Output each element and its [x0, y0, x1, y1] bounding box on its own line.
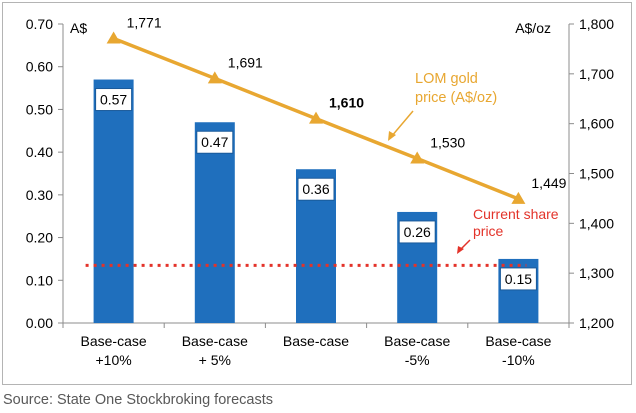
left-tick-label: 0.10 [26, 272, 53, 288]
x-category-label: Base-case +10% [81, 333, 147, 368]
x-category-label-line: +10% [95, 352, 131, 368]
bar-label-box [297, 177, 335, 201]
gold-line-annotation-line: price (A$/oz) [415, 90, 497, 106]
gold-line-annotation-arrowhead [388, 131, 396, 141]
x-category-label-line: -10% [502, 352, 535, 368]
right-tick-label: 1,800 [579, 16, 614, 32]
bar-label: 0.57 [100, 92, 127, 108]
bar-label: 0.26 [404, 224, 431, 240]
right-tick-label: 1,500 [579, 166, 614, 182]
annotations: LOM gold price (A$/oz) Current share price [388, 71, 559, 254]
share-price-annotation-arrowhead [457, 246, 464, 254]
gold-line-annotation: LOM gold price (A$/oz) [415, 71, 497, 106]
bar-label-box [196, 130, 234, 154]
chart-frame: 0.00 0.10 0.20 0.30 0.40 0.50 0.60 0.70 A$ 1,200… [2, 2, 632, 385]
share-price-annotation-line: Current share [473, 206, 559, 222]
left-tick-label: 0.50 [26, 101, 53, 117]
gold-price-line: 1,771 1,691 1,610 1,530 1,449 [106, 14, 567, 204]
x-category-label-line: Base-case [485, 333, 551, 349]
bar-label-box [398, 220, 436, 244]
bar [194, 122, 235, 323]
x-category-label-line: + 5% [199, 352, 231, 368]
gold-price-marker [309, 111, 323, 124]
gold-price-label: 1,449 [531, 175, 566, 191]
right-tick-label: 1,600 [579, 116, 614, 132]
gold-line-annotation-arrow [390, 110, 414, 138]
right-axis: 1,200 1,300 1,400 1,500 1,600 1,700 1,800 A$/oz [515, 16, 614, 331]
share-price-annotation: Current share price [473, 206, 559, 239]
share-price-annotation-line: price [473, 223, 504, 239]
gold-price-label: 1,771 [127, 14, 162, 30]
left-tick-label: 0.70 [26, 16, 53, 32]
right-tick-label: 1,700 [579, 66, 614, 82]
x-axis-labels: Base-case +10%Base-case + 5%Base-case Base-… [81, 333, 552, 368]
right-tick-label: 1,400 [579, 215, 614, 231]
left-tick-label: 0.60 [26, 59, 53, 75]
gold-price-label: 1,530 [430, 135, 465, 151]
right-tick-label: 1,300 [579, 265, 614, 281]
x-category-label-line: Base-case [81, 333, 147, 349]
gold-price-label: 1,691 [228, 54, 263, 70]
gold-line-annotation-line: LOM gold [415, 71, 478, 87]
gold-price-label: 1,610 [329, 95, 364, 111]
left-tick-label: 0.40 [26, 144, 53, 160]
x-category-label-line: Base-case [283, 333, 349, 349]
bar-label-box [499, 267, 537, 291]
bar [93, 79, 134, 324]
left-tick-label: 0.20 [26, 230, 53, 246]
chart: 0.00 0.10 0.20 0.30 0.40 0.50 0.60 0.70 A$ 1,200… [26, 14, 614, 368]
x-category-label: Base-case -10% [485, 333, 551, 368]
right-tick-label: 1,200 [579, 315, 614, 331]
left-tick-label: 0.30 [26, 187, 53, 203]
bar-series: 0.57 0.47 0.36 0.26 0.15 [93, 79, 539, 324]
left-axis-unit: A$ [70, 20, 87, 36]
x-category-label-line: Base-case [384, 333, 450, 349]
bar-label-box [95, 88, 133, 112]
x-category-label: Base-case -5% [384, 333, 450, 368]
bar-label: 0.47 [201, 134, 228, 150]
left-tick-label: 0.00 [26, 315, 53, 331]
gold-price-marker [511, 191, 526, 204]
source-note: Source: State One Stockbroking forecasts [3, 392, 273, 408]
bar-label: 0.36 [302, 181, 329, 197]
x-category-label-line: -5% [405, 352, 430, 368]
x-category-label: Base-case [283, 333, 349, 349]
x-category-label-line: Base-case [182, 333, 248, 349]
gold-price-marker [106, 31, 121, 44]
gold-price-marker [410, 151, 425, 164]
right-axis-unit: A$/oz [515, 20, 551, 36]
gold-price-marker [207, 71, 222, 84]
bar-label: 0.15 [505, 271, 532, 287]
x-category-label: Base-case + 5% [182, 333, 248, 368]
